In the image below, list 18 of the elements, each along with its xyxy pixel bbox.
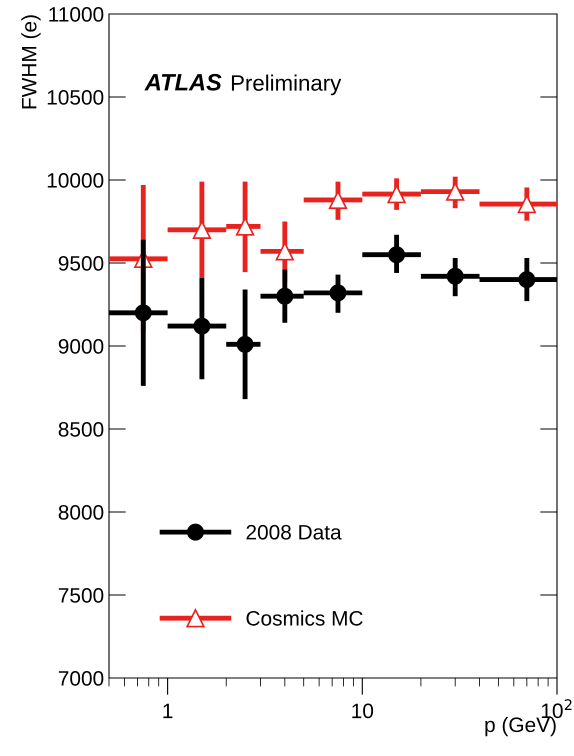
y-tick-label: 9500	[58, 256, 104, 271]
y-tick-label: 8000	[58, 505, 104, 520]
y-tick-label: 8500	[58, 422, 104, 437]
legend-label: 2008 Data	[246, 524, 342, 540]
y-tick-label: 7000	[58, 671, 104, 686]
y-tick-label: 9000	[58, 339, 104, 354]
y-tick-label: 10500	[48, 90, 104, 105]
y-tick-label: 7500	[58, 588, 104, 603]
x-tick-label: 10	[352, 704, 374, 718]
annotation: ATLAS	[144, 74, 222, 91]
y-tick-label: 11000	[49, 7, 104, 22]
legend-label: Cosmics MC	[246, 610, 363, 626]
x-tick-label: 1	[163, 704, 172, 718]
y-tick-label: 10000	[48, 173, 104, 188]
x-axis-title: p (GeV)	[485, 716, 556, 736]
annotation: Preliminary	[232, 74, 342, 96]
x-tick-label: 10$^{2}$	[542, 699, 572, 718]
y-axis-title: FWHM (e)	[21, 15, 41, 108]
